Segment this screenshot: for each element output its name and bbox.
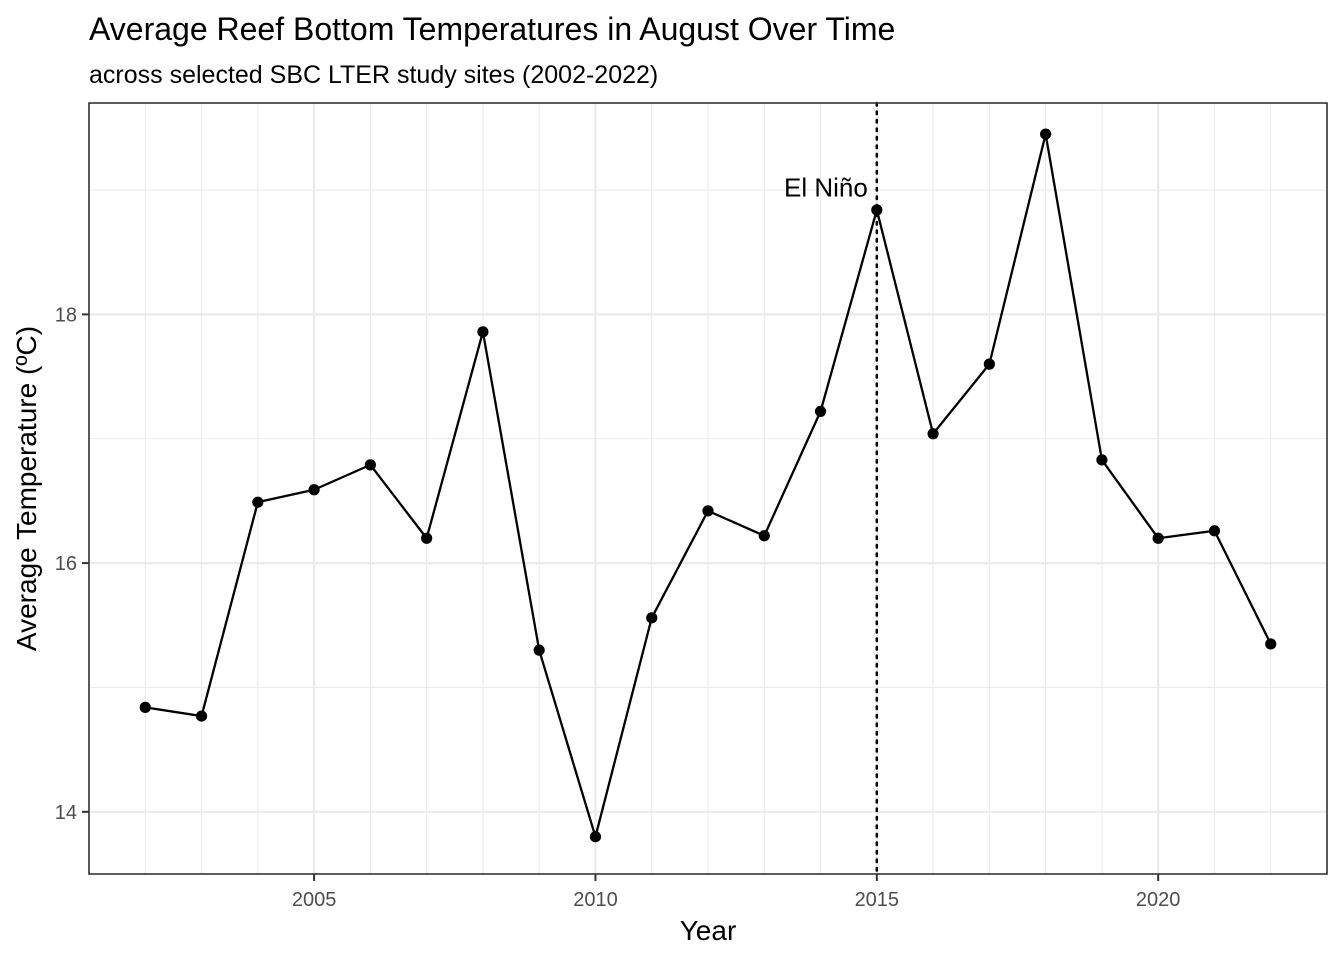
data-point: [533, 644, 545, 656]
data-point: [1152, 532, 1164, 544]
plot-panel: El Niño: [88, 101, 1328, 876]
x-tick-label: 2005: [292, 889, 337, 911]
el-nino-label: El Niño: [784, 172, 868, 202]
data-point: [195, 710, 208, 722]
x-axis-title: Year: [680, 915, 737, 946]
panel-border: [88, 102, 1328, 875]
data-point: [139, 701, 151, 713]
data-point: [758, 530, 770, 542]
y-axis: 14 16 18: [55, 304, 89, 824]
x-tick-label: 2010: [573, 889, 618, 911]
annotations: El Niño: [784, 101, 879, 876]
data-point: [477, 326, 489, 338]
data-point: [308, 484, 320, 496]
data-point: [421, 532, 433, 544]
data-point: [1040, 128, 1052, 140]
data-point: [983, 358, 995, 370]
x-tick-label: 2015: [855, 889, 900, 911]
data-point: [1265, 638, 1277, 650]
data-point: [702, 505, 714, 517]
data-point: [252, 496, 264, 508]
chart-subtitle: across selected SBC LTER study sites (20…: [89, 61, 658, 89]
y-tick-label: 16: [55, 553, 77, 575]
data-point: [589, 831, 602, 843]
y-axis-title: Average Temperature (ºC): [11, 326, 42, 651]
data-series: [139, 128, 1277, 843]
data-point: [927, 428, 939, 440]
data-point: [814, 405, 827, 417]
data-point: [1096, 454, 1108, 466]
x-tick-label: 2020: [1136, 889, 1181, 911]
data-point: [646, 612, 658, 624]
y-tick-label: 14: [55, 802, 77, 824]
data-point: [1208, 525, 1221, 537]
chart-title: Average Reef Bottom Temperatures in Augu…: [89, 11, 895, 47]
x-axis: 2005 2010 2015 2020: [292, 874, 1181, 911]
y-tick-label: 18: [55, 304, 77, 326]
data-point: [871, 204, 883, 216]
data-point: [364, 459, 376, 471]
